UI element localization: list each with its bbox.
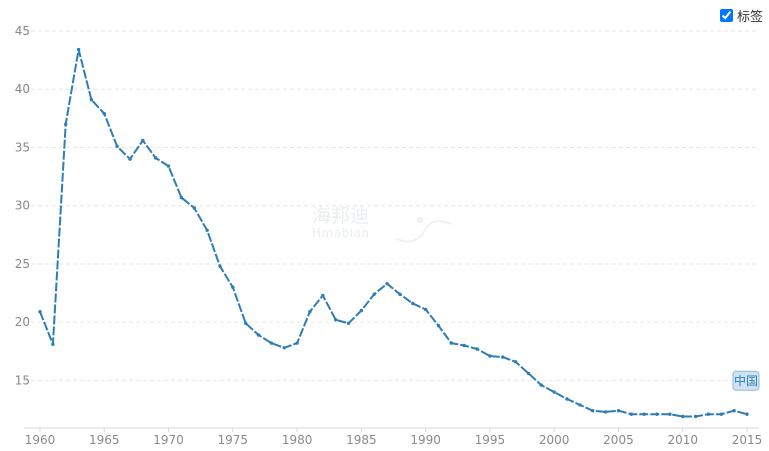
- data-point: [231, 285, 235, 289]
- y-tick-label: 15: [15, 373, 30, 387]
- watermark: 海邦迪 Hmabian: [312, 206, 369, 240]
- data-point: [63, 122, 68, 126]
- data-point: [76, 47, 81, 52]
- data-point: [732, 409, 736, 413]
- data-point: [681, 414, 685, 419]
- data-point: [38, 310, 42, 314]
- x-tick-label: 1995: [475, 433, 506, 447]
- y-tick-label: 25: [15, 257, 30, 271]
- data-point: [269, 341, 274, 345]
- x-tick-label: 1970: [153, 433, 184, 447]
- watermark-swoosh-icon: [394, 217, 453, 243]
- data-point: [89, 98, 94, 102]
- data-point: [552, 390, 556, 394]
- data-point: [616, 409, 621, 413]
- data-point: [449, 341, 453, 345]
- data-point: [603, 410, 608, 414]
- data-point: [719, 412, 723, 416]
- series-label-text: 中国: [734, 373, 758, 388]
- data-point: [166, 164, 171, 168]
- data-point: [334, 318, 338, 322]
- data-point: [205, 228, 209, 232]
- y-tick-label: 30: [15, 199, 30, 213]
- data-point: [475, 347, 479, 351]
- x-tick-label: 2010: [667, 433, 698, 447]
- y-tick-label: 40: [15, 82, 30, 96]
- data-point: [693, 414, 698, 419]
- x-tick-label: 1980: [282, 433, 313, 447]
- data-point: [411, 301, 415, 306]
- data-point: [128, 157, 132, 161]
- data-point: [372, 292, 376, 296]
- label-toggle-text: 标签: [736, 10, 763, 25]
- data-point: [745, 412, 749, 416]
- data-point: [256, 333, 261, 337]
- data-point: [359, 308, 364, 313]
- x-tick-label: 1960: [25, 433, 56, 447]
- data-point: [462, 343, 466, 348]
- data-point: [565, 397, 569, 401]
- data-point: [308, 310, 312, 314]
- data-point: [706, 412, 711, 416]
- x-tick-label: 2000: [539, 433, 570, 447]
- data-point: [385, 282, 389, 286]
- x-tick-label: 2005: [603, 433, 634, 447]
- watermark-subtext: Hmabian: [312, 226, 370, 240]
- y-tick-label: 35: [15, 140, 30, 154]
- data-point: [423, 307, 428, 312]
- data-point: [346, 321, 351, 325]
- data-point: [501, 355, 505, 359]
- data-point: [102, 112, 107, 116]
- data-point: [192, 206, 196, 210]
- series-label-badge: [732, 370, 760, 391]
- data-point: [115, 144, 119, 148]
- data-point: [436, 324, 441, 328]
- series-line: [39, 48, 748, 418]
- data-point: [526, 371, 531, 376]
- data-point: [141, 138, 145, 143]
- x-tick-label: 1965: [89, 433, 120, 447]
- data-point: [154, 156, 158, 160]
- data-point: [539, 383, 543, 387]
- x-tick-label: 2015: [732, 433, 763, 447]
- watermark-text: 海邦迪: [312, 205, 370, 227]
- data-point: [642, 412, 646, 416]
- data-point: [282, 346, 286, 350]
- data-point: [321, 293, 325, 298]
- data-point: [179, 195, 184, 200]
- data-point: [655, 412, 659, 416]
- data-point: [244, 321, 248, 325]
- label-checkbox[interactable]: [719, 9, 733, 22]
- label-toggle[interactable]: 标签: [719, 6, 763, 25]
- data-point: [629, 412, 633, 416]
- y-tick-label: 45: [15, 24, 30, 38]
- x-tick-label: 1975: [218, 433, 249, 447]
- data-point: [578, 403, 582, 407]
- data-point: [218, 264, 222, 268]
- data-point: [51, 342, 55, 346]
- data-point: [513, 360, 518, 364]
- data-point: [668, 412, 672, 416]
- y-tick-label: 20: [15, 315, 30, 329]
- x-tick-label: 1985: [346, 433, 377, 447]
- data-point: [488, 354, 492, 358]
- data-point: [398, 292, 402, 296]
- data-point: [591, 409, 595, 413]
- x-tick-label: 1990: [410, 433, 441, 447]
- data-point: [295, 341, 299, 345]
